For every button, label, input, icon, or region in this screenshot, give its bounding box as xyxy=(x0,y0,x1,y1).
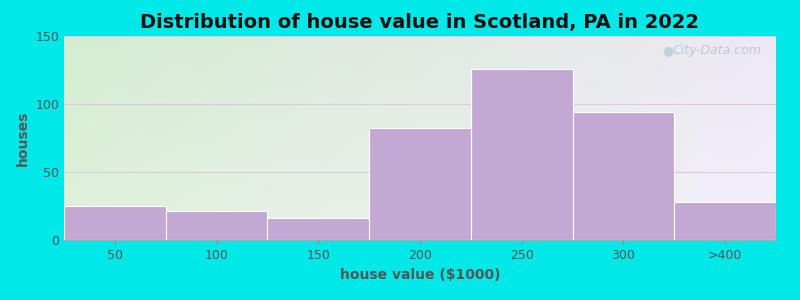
Text: ●: ● xyxy=(662,44,673,57)
Bar xyxy=(369,128,471,240)
Text: City-Data.com: City-Data.com xyxy=(673,44,762,57)
X-axis label: house value ($1000): house value ($1000) xyxy=(340,268,500,282)
Bar xyxy=(471,69,573,240)
Bar xyxy=(64,206,166,240)
Bar xyxy=(166,212,267,240)
Y-axis label: houses: houses xyxy=(16,110,30,166)
Bar xyxy=(267,218,369,240)
Title: Distribution of house value in Scotland, PA in 2022: Distribution of house value in Scotland,… xyxy=(141,13,699,32)
Bar xyxy=(674,202,776,240)
Bar xyxy=(573,112,674,240)
